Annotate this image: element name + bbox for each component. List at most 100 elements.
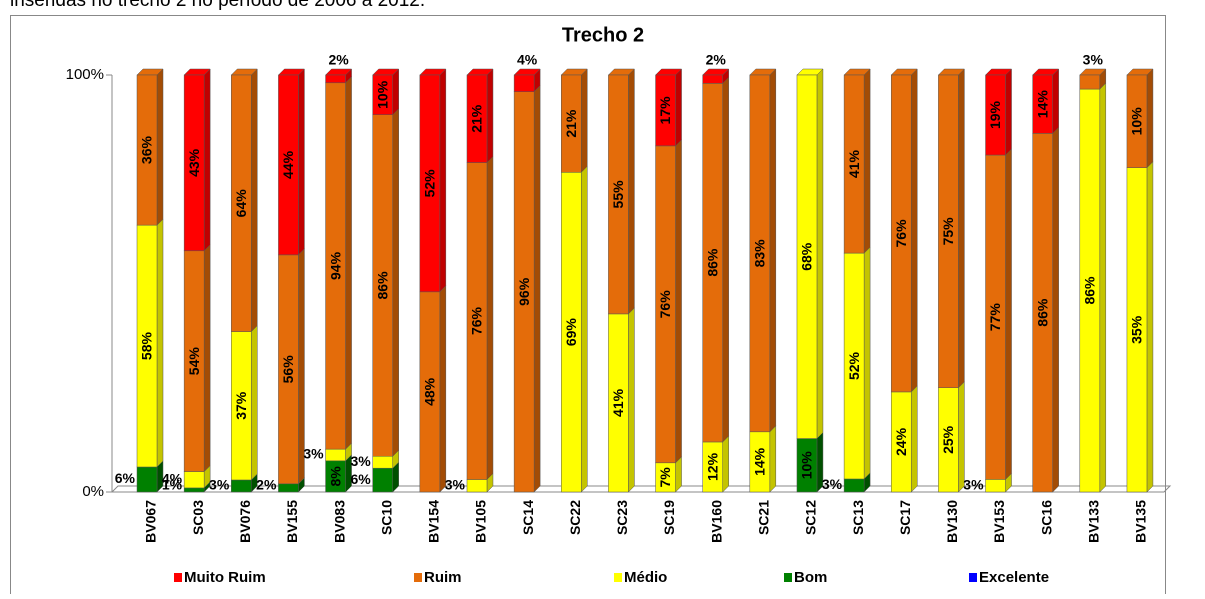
bar-side [1005, 148, 1012, 480]
x-tick-label: SC21 [756, 500, 772, 535]
bar-side [533, 85, 541, 493]
x-tick-label: BV153 [991, 500, 1007, 543]
value-label: 4% [162, 470, 183, 486]
bar-segment [466, 74, 488, 163]
bar-segment [655, 74, 676, 147]
y-tick-label: 0% [82, 483, 104, 500]
bar-side [628, 307, 635, 493]
bar-side [156, 68, 164, 226]
value-label: 56% [280, 355, 296, 384]
x-tick-label: SC10 [378, 500, 394, 535]
bar-side [863, 246, 871, 480]
legend-label: Excelente [979, 569, 1049, 586]
value-label: 54% [186, 347, 202, 376]
bar-segment [513, 74, 535, 92]
x-tick-label: BV083 [331, 500, 347, 543]
bar-segment [231, 74, 252, 332]
bar-side [1146, 68, 1154, 169]
bar-side [251, 68, 258, 333]
value-label: 86% [1082, 276, 1098, 305]
bar-segment [938, 74, 959, 388]
x-tick-label: SC03 [190, 500, 206, 535]
bar-side [486, 155, 494, 481]
legend-label: Médio [624, 569, 667, 586]
value-label: 8% [327, 466, 343, 487]
bar-segment [231, 479, 252, 493]
value-label: 3% [350, 453, 371, 469]
value-label: 2% [328, 52, 349, 68]
bar-segment [985, 74, 1006, 156]
bar-segment [136, 74, 158, 226]
bar-side [675, 68, 682, 147]
value-label: 3% [963, 476, 984, 492]
value-label: 36% [139, 136, 155, 165]
x-tick-label: SC17 [897, 500, 913, 535]
chart-title: Trecho 2 [562, 24, 644, 46]
x-tick-label: BV067 [143, 500, 159, 543]
value-label: 3% [445, 476, 466, 492]
value-label: 3% [303, 446, 324, 462]
value-label: 21% [469, 104, 485, 133]
legend-label: Ruim [424, 569, 462, 586]
x-tick-label: BV135 [1133, 500, 1149, 543]
legend-swatch [784, 573, 792, 582]
caption: inseridas no trecho 2 no período de 2006… [10, 0, 425, 11]
value-label: 7% [657, 467, 673, 488]
value-label: 41% [610, 388, 626, 417]
bar-side [816, 68, 824, 440]
bar-side [156, 218, 164, 468]
y-tick-label: 100% [66, 66, 104, 83]
bar-side [1052, 68, 1059, 134]
bar-segment [1079, 74, 1101, 90]
value-label: 25% [940, 425, 956, 454]
value-label: 24% [893, 427, 909, 456]
x-tick-label: SC13 [850, 500, 866, 535]
value-label: 35% [1129, 315, 1145, 344]
bar-segment [561, 74, 582, 173]
value-label: 86% [704, 248, 720, 277]
value-label: 86% [374, 271, 390, 300]
value-label: 19% [987, 100, 1003, 129]
value-label: 83% [752, 239, 768, 268]
bar-side [392, 108, 399, 457]
legend-swatch [969, 573, 977, 582]
bar-segment [608, 74, 629, 315]
value-label: 3% [822, 476, 843, 492]
value-label: 3% [209, 477, 230, 493]
bar-segment [278, 483, 299, 493]
bar-segment [183, 74, 205, 252]
value-label: 37% [233, 391, 249, 420]
bar-segment [1126, 74, 1148, 168]
bar-side [298, 68, 305, 256]
bar-side [1099, 82, 1107, 493]
bar-segment [985, 479, 1006, 493]
bar-side [345, 76, 352, 450]
x-tick-label: SC14 [520, 500, 536, 535]
bar-side [722, 435, 729, 493]
bar-side [581, 68, 588, 173]
value-label: 44% [280, 150, 296, 179]
bar-segment [372, 456, 393, 469]
bar-segment [183, 471, 205, 489]
bar-segment [749, 74, 771, 433]
bar-side [1052, 126, 1059, 493]
value-label: 6% [350, 471, 371, 487]
value-label: 77% [987, 303, 1003, 332]
bar-side [203, 244, 211, 473]
bar-side [1146, 161, 1154, 493]
value-label: 75% [940, 217, 956, 246]
bar-segment [278, 74, 299, 256]
bar-segment [372, 467, 393, 493]
bar-side [1005, 68, 1012, 156]
value-label: 3% [1083, 52, 1104, 68]
legend-label: Muito Ruim [184, 569, 266, 586]
value-label: 2% [256, 477, 277, 493]
bar-segment [325, 448, 346, 462]
bar-side [722, 76, 729, 443]
x-tick-label: SC23 [614, 500, 630, 535]
value-label: 58% [139, 331, 155, 360]
value-label: 6% [115, 470, 136, 486]
value-label: 10% [799, 451, 815, 480]
